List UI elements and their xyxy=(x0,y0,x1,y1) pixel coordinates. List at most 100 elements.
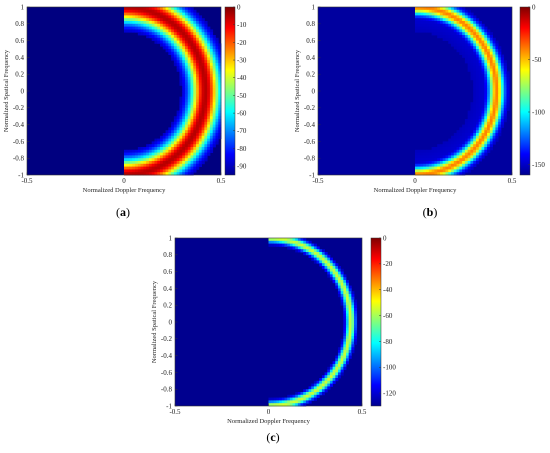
y-tick-label: 0.4 xyxy=(15,54,24,62)
heatmap-cell xyxy=(439,9,444,13)
heatmap-cell xyxy=(135,169,139,173)
heatmap-cell xyxy=(500,82,505,86)
heatmap-cell xyxy=(348,305,352,309)
heatmap-cell xyxy=(182,161,186,165)
heatmap-cell xyxy=(434,163,438,167)
heatmap-cell xyxy=(201,71,205,75)
heatmap-cell xyxy=(498,65,502,69)
heatmap-cell xyxy=(316,392,320,396)
heatmap-cell xyxy=(190,15,194,19)
heatmap-cell xyxy=(193,147,197,151)
heatmap-cell xyxy=(209,79,214,83)
heatmap-cell xyxy=(179,124,183,128)
heatmap-cell xyxy=(187,152,191,156)
heatmap-cell xyxy=(201,110,205,114)
heatmap-cell xyxy=(451,163,455,167)
heatmap-cell xyxy=(473,51,477,55)
heatmap-cell xyxy=(343,274,347,278)
heatmap-cell xyxy=(308,397,312,401)
heatmap-cell xyxy=(124,172,128,176)
heatmap-cell xyxy=(204,65,208,69)
heatmap-cell xyxy=(184,21,189,25)
heatmap-cell xyxy=(420,29,424,33)
heatmap-cell xyxy=(467,130,471,134)
heatmap-cell xyxy=(492,68,496,72)
heatmap-cell xyxy=(487,74,491,78)
heatmap-cell xyxy=(198,68,202,72)
heatmap-cell xyxy=(473,147,477,151)
heatmap-cell xyxy=(209,96,214,100)
heatmap-cell xyxy=(442,163,446,167)
heatmap-cell xyxy=(456,15,460,19)
heatmap-cell xyxy=(351,347,355,351)
heatmap-cell xyxy=(190,68,194,72)
heatmap-cell xyxy=(343,352,347,356)
heatmap-cell xyxy=(475,144,480,148)
heatmap-cell xyxy=(193,57,197,61)
heatmap-cell xyxy=(467,158,471,162)
heatmap-cell xyxy=(428,149,433,153)
heatmap-cell xyxy=(204,124,208,128)
heatmap-cell xyxy=(489,43,493,47)
heatmap-cell xyxy=(487,49,491,53)
heatmap-cell xyxy=(303,238,307,242)
heatmap-cell xyxy=(154,166,158,170)
heatmap-cell xyxy=(506,88,510,92)
heatmap-cell xyxy=(478,23,482,27)
heatmap-cell xyxy=(500,68,505,72)
heatmap-cell xyxy=(165,21,169,25)
heatmap-cell xyxy=(201,91,205,95)
heatmap-cell xyxy=(473,161,477,165)
heatmap-cell xyxy=(196,116,200,120)
heatmap-cell xyxy=(184,105,189,109)
heatmap-cell xyxy=(340,268,344,272)
heatmap-cell xyxy=(426,15,430,19)
heatmap-cell xyxy=(348,341,352,345)
heatmap-cell xyxy=(154,155,158,159)
heatmap-cell xyxy=(198,77,202,81)
heatmap-cell xyxy=(473,46,477,50)
heatmap-cell xyxy=(335,355,339,359)
heatmap-cell xyxy=(276,403,280,407)
heatmap-cell xyxy=(295,403,299,407)
heatmap-cell xyxy=(176,51,180,55)
heatmap-cell xyxy=(207,144,211,148)
heatmap-cell xyxy=(201,77,205,81)
heatmap-cell xyxy=(176,63,180,67)
heatmap-cell xyxy=(148,9,153,13)
heatmap-cell xyxy=(129,166,133,170)
heatmap-cell xyxy=(190,49,194,53)
heatmap-cell xyxy=(126,161,130,165)
heatmap-cell xyxy=(500,63,505,67)
heatmap-cell xyxy=(151,37,155,41)
heatmap-cell xyxy=(442,161,446,165)
heatmap-cell xyxy=(176,29,180,33)
heatmap-cell xyxy=(442,21,446,25)
heatmap-cell xyxy=(478,85,482,89)
heatmap-cell xyxy=(498,127,502,131)
heatmap-cell xyxy=(184,169,189,173)
heatmap-cell xyxy=(124,29,128,33)
heatmap-cell xyxy=(487,88,491,92)
heatmap-cell xyxy=(498,99,502,103)
heatmap-cell xyxy=(190,40,194,44)
heatmap-cell xyxy=(173,12,178,16)
heatmap-cell xyxy=(187,107,191,111)
heatmap-cell xyxy=(173,116,178,120)
heatmap-cell xyxy=(313,246,317,250)
heatmap-cell xyxy=(184,23,189,27)
heatmap-cell xyxy=(420,149,424,153)
heatmap-cell xyxy=(151,29,155,33)
heatmap-cell xyxy=(124,7,128,11)
heatmap-cell xyxy=(190,158,194,162)
heatmap-cell xyxy=(148,155,153,159)
heatmap-cell xyxy=(327,254,331,258)
heatmap-cell xyxy=(190,149,194,153)
heatmap-cell xyxy=(475,102,480,106)
heatmap-cell xyxy=(215,43,219,47)
heatmap-cell xyxy=(168,37,172,41)
heatmap-cell xyxy=(324,383,328,387)
heatmap-cell xyxy=(179,141,183,145)
heatmap-cell xyxy=(464,29,469,33)
heatmap-cell xyxy=(193,43,197,47)
